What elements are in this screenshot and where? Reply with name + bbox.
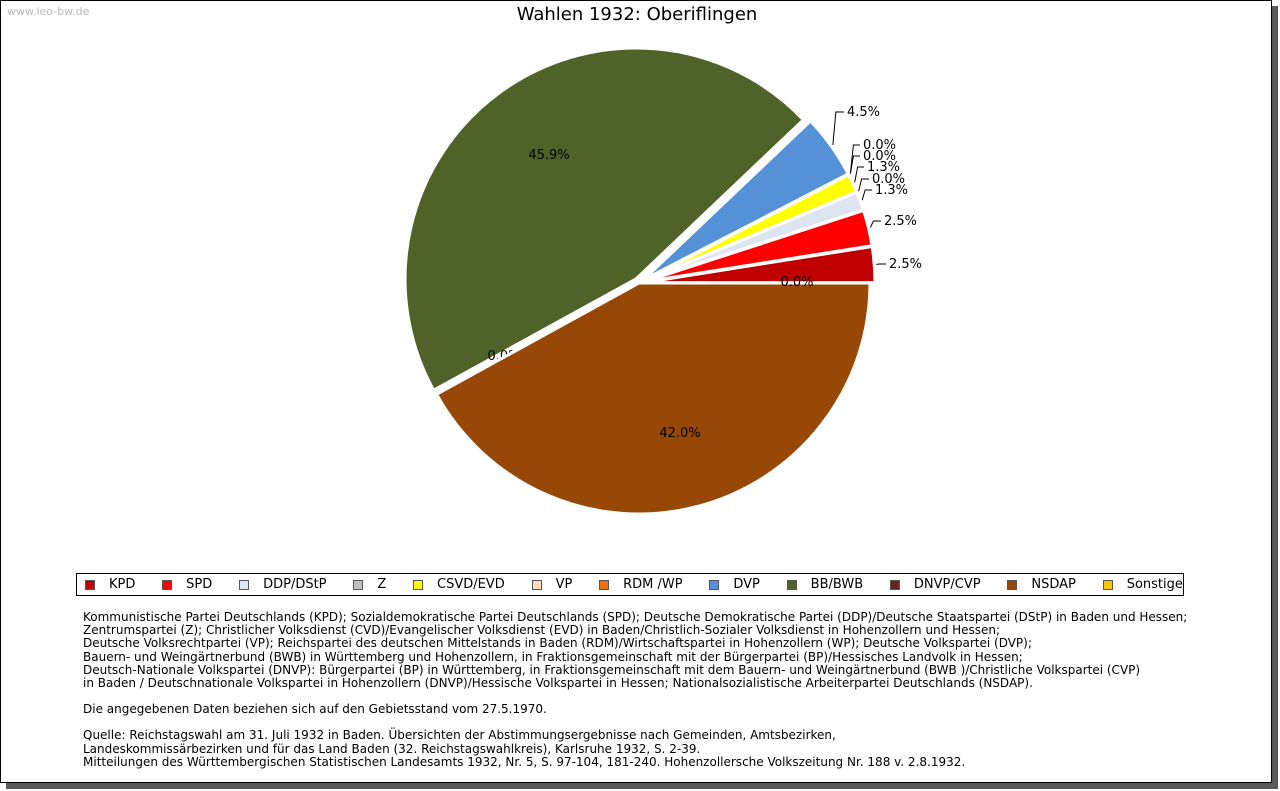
legend-item: RDM /WP bbox=[599, 577, 683, 592]
source-notes: Quelle: Reichstagswahl am 31. Juli 1932 … bbox=[83, 729, 1233, 769]
legend-item: BB/BWB bbox=[786, 577, 864, 592]
legend-item: SPD bbox=[162, 577, 212, 592]
party-notes: Kommunistische Partei Deutschlands (KPD)… bbox=[83, 610, 1233, 691]
data-label: 0.0% bbox=[872, 172, 905, 187]
data-label: 42.0% bbox=[659, 426, 700, 441]
party-note-line: Deutsche Volksrechtpartei (VP); Reichspa… bbox=[83, 636, 1032, 651]
legend-swatch bbox=[239, 579, 250, 590]
legend-label: DVP bbox=[733, 577, 760, 592]
source-line: Quelle: Reichstagswahl am 31. Juli 1932 … bbox=[83, 728, 836, 743]
data-label: 2.5% bbox=[884, 214, 917, 229]
party-note-line: Zentrumspartei (Z); Christlicher Volksdi… bbox=[83, 623, 1001, 638]
source-line: Mitteilungen des Württembergischen Stati… bbox=[83, 754, 966, 769]
party-note-line: in Baden / Deutschnationale Volkspartei … bbox=[83, 676, 1033, 691]
party-note-line: Kommunistische Partei Deutschlands (KPD)… bbox=[83, 610, 1188, 624]
data-label: 0.0% bbox=[863, 138, 896, 153]
legend-label: Z bbox=[377, 577, 387, 592]
data-label: 45.9% bbox=[528, 148, 569, 163]
legend-item: Sonstige bbox=[1102, 577, 1183, 592]
legend-label: DDP/DStP bbox=[263, 577, 327, 592]
legend-swatch bbox=[1007, 579, 1018, 590]
party-note-line: Deutsch-Nationale Volkspartei (DNVP): Bü… bbox=[83, 662, 1141, 677]
legend: KPD SPD DDP/DStP Z CSVD/EVD VP RDM /WP DVP BB/BW… bbox=[76, 573, 1184, 596]
data-label: 4.5% bbox=[847, 105, 880, 120]
legend-label: RDM /WP bbox=[623, 577, 683, 592]
legend-label: CSVD/EVD bbox=[437, 577, 505, 592]
pie-slice-nsdap bbox=[434, 281, 872, 516]
pie-slice-dvp bbox=[642, 118, 851, 282]
party-note-line: Bauern- und Weingärtnerbund (BWB) in Wür… bbox=[83, 649, 1023, 664]
legend-item: VP bbox=[531, 577, 573, 592]
legend-swatch bbox=[353, 579, 364, 590]
gebietsstand-note: Die angegebenen Daten beziehen sich auf … bbox=[83, 702, 547, 717]
chart-title: Wahlen 1932: Oberiflingen bbox=[516, 4, 758, 25]
data-label: 0.0% bbox=[780, 275, 813, 290]
legend-swatch bbox=[413, 579, 424, 590]
label-leader-line bbox=[849, 144, 860, 174]
legend-swatch bbox=[889, 579, 900, 590]
legend-label: DNVP/CVP bbox=[913, 577, 981, 592]
legend-swatch bbox=[85, 579, 95, 590]
legend-swatch bbox=[709, 579, 720, 590]
legend-swatch bbox=[162, 579, 173, 590]
legend-swatch bbox=[599, 579, 610, 590]
legend-label: Sonstige bbox=[1126, 577, 1183, 592]
legend-swatch bbox=[1102, 579, 1113, 590]
data-label: 1.3% bbox=[875, 183, 908, 198]
data-label: 2.5% bbox=[889, 257, 922, 272]
legend-label: VP bbox=[555, 577, 573, 592]
legend-item: CSVD/EVD bbox=[413, 577, 505, 592]
source-line: Landeskommissärbezirken und für das Land… bbox=[83, 741, 701, 756]
pie-chart: 2.5%2.5%1.3%0.0%1.3%0.0%0.0%4.5%45.9%0.0… bbox=[403, 46, 922, 516]
label-leader-line bbox=[861, 189, 872, 201]
label-leader-line bbox=[858, 178, 869, 192]
data-label: 1.3% bbox=[867, 160, 900, 175]
legend-item: DDP/DStP bbox=[239, 577, 327, 592]
label-leader-line bbox=[869, 220, 881, 228]
legend-item: KPD bbox=[85, 577, 135, 592]
footnotes: Kommunistische Partei Deutschlands (KPD)… bbox=[83, 610, 1233, 769]
legend-label: NSDAP bbox=[1031, 577, 1076, 592]
watermark: www.leo-bw.de bbox=[7, 5, 90, 18]
label-leader-line bbox=[832, 111, 844, 145]
label-leader-line bbox=[854, 166, 864, 183]
data-label: 0.0% bbox=[863, 149, 896, 164]
legend-item: Z bbox=[353, 577, 386, 592]
legend-item: DVP bbox=[709, 577, 760, 592]
legend-label: BB/BWB bbox=[810, 577, 864, 592]
legend-label: SPD bbox=[186, 577, 213, 592]
legend-swatch bbox=[531, 579, 542, 590]
legend-item: DNVP/CVP bbox=[889, 577, 981, 592]
legend-item: NSDAP bbox=[1007, 577, 1076, 592]
legend-label: KPD bbox=[109, 577, 136, 592]
pie-slice-bb-bwb bbox=[403, 46, 806, 393]
legend-swatch bbox=[786, 579, 797, 590]
